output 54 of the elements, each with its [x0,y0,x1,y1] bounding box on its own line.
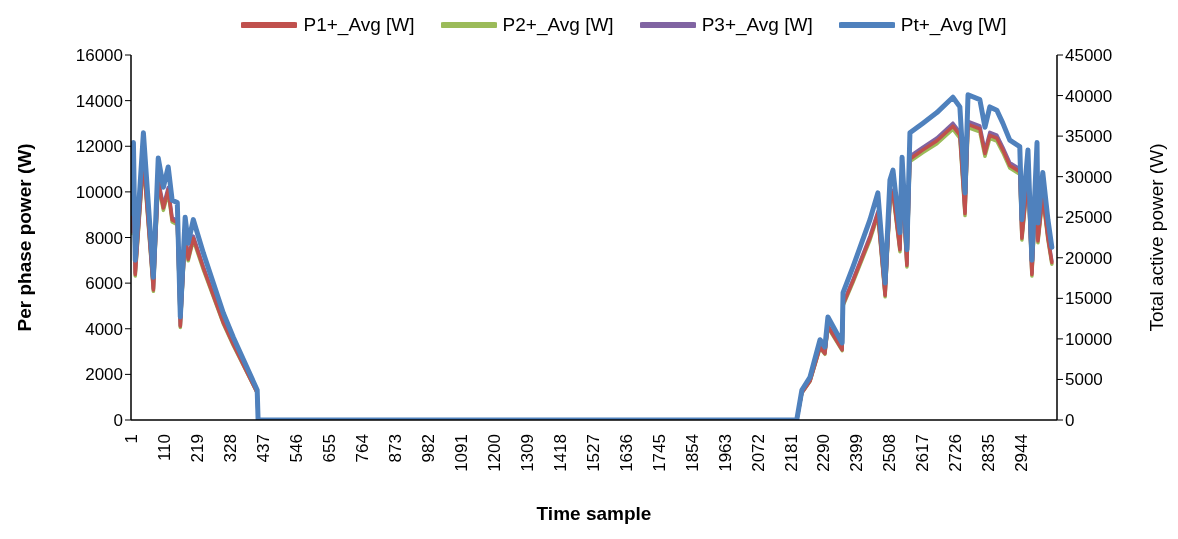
x-tick-label: 2181 [781,434,801,472]
x-tick-label: 2290 [814,434,834,472]
y-tick-label: 4000 [85,319,123,339]
y2-tick-label: 30000 [1065,167,1113,187]
y2-tick-label: 25000 [1065,208,1113,228]
y2-tick-label: 20000 [1065,248,1113,268]
y-tick-label: 12000 [75,137,123,157]
y2-tick-label: 15000 [1065,289,1113,309]
x-tick-label: 1963 [715,434,735,472]
x-axis-title: Time sample [536,503,652,524]
x-tick-label: 1091 [451,434,471,472]
x-tick-label: 2726 [946,434,966,472]
x-tick-label: 655 [319,434,339,463]
legend-label: P3+_Avg [W] [701,14,813,36]
y2-tick-label: 35000 [1065,127,1113,147]
y-tick-label: 2000 [85,365,123,385]
x-tick-label: 2399 [847,434,867,472]
y2-tick-label: 10000 [1065,329,1113,349]
x-tick-label: 1854 [682,434,702,472]
y-tick-label: 0 [113,411,123,431]
y-tick-label: 14000 [75,91,123,111]
x-tick-label: 546 [286,434,306,463]
y-tick-label: 10000 [75,182,123,202]
y2-tick-label: 0 [1065,411,1075,431]
x-tick-label: 2617 [913,434,933,472]
x-tick-label: 764 [352,434,372,463]
x-tick-label: 1527 [583,434,603,472]
y-tick-label: 8000 [85,228,123,248]
x-tick-label: 2508 [880,434,900,472]
y2-axis-title: Total active power (W) [1145,143,1167,332]
x-tick-label: 2944 [1012,434,1032,472]
x-tick-label: 328 [220,434,240,463]
y-axis-title: Per phase power (W) [13,143,35,332]
x-tick-label: 1636 [616,434,636,472]
y2-tick-label: 40000 [1065,86,1113,106]
x-tick-label: 2072 [748,434,768,472]
y-tick-label: 6000 [85,274,123,294]
x-tick-label: 1418 [550,434,570,472]
y2-tick-label: 45000 [1065,46,1113,66]
x-tick-label: 873 [385,434,405,463]
y-tick-label: 16000 [75,46,123,66]
x-tick-label: 1200 [484,434,504,472]
x-tick-label: 2835 [979,434,999,472]
legend-label: P2+_Avg [W] [502,14,614,36]
x-tick-label: 1745 [649,434,669,472]
y2-tick-label: 5000 [1065,370,1103,390]
x-tick-label: 982 [418,434,438,463]
x-tick-label: 1 [121,434,141,444]
x-tick-label: 1309 [517,434,537,472]
legend-label: P1+_Avg [W] [303,14,415,36]
x-tick-label: 437 [253,434,273,463]
x-tick-label: 110 [154,434,174,462]
x-tick-label: 219 [187,434,207,463]
legend-label: Pt+_Avg [W] [900,14,1007,36]
